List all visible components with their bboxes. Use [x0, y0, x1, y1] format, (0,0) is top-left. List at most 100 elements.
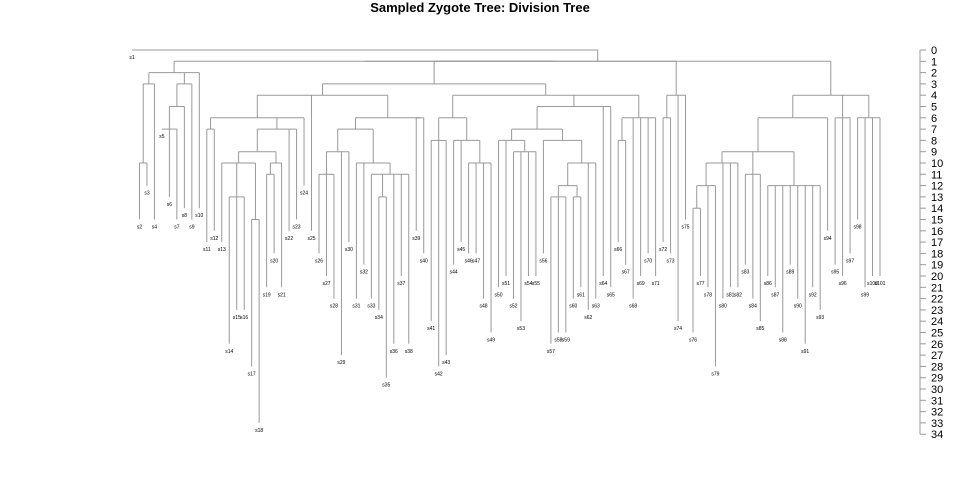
- leaf-label-s87: s87: [771, 292, 779, 298]
- axis-tick-label: 10: [931, 158, 943, 170]
- leaf-label-s16: s16: [240, 315, 248, 321]
- leaf-label-s54: s54: [524, 281, 532, 287]
- leaf-label-s22: s22: [285, 236, 293, 242]
- leaf-label-s75: s75: [681, 225, 689, 231]
- leaf-label-s96: s96: [839, 281, 847, 287]
- leaf-label-s49: s49: [487, 338, 495, 344]
- leaf-label-s74: s74: [674, 326, 682, 332]
- chart-title: Sampled Zygote Tree: Division Tree: [370, 0, 590, 15]
- leaf-label-s32: s32: [360, 270, 368, 276]
- axis-tick-label: 12: [931, 181, 943, 193]
- leaf-label-s3: s3: [144, 191, 150, 197]
- leaf-label-s79: s79: [711, 371, 719, 377]
- axis-tick-label: 33: [931, 418, 943, 430]
- axis-tick-label: 18: [931, 248, 943, 260]
- leaf-label-s10: s10: [195, 213, 203, 219]
- leaf-label-s13: s13: [218, 247, 226, 253]
- leaf-label-s66: s66: [614, 247, 622, 253]
- leaf-label-s24: s24: [300, 191, 308, 197]
- axis-tick-label: 28: [931, 361, 943, 373]
- leaf-label-s58: s58: [554, 338, 562, 344]
- leaf-label-s14: s14: [225, 349, 233, 355]
- leaf-label-s11: s11: [203, 247, 211, 253]
- leaf-label-s85: s85: [756, 326, 764, 332]
- leaf-label-s39: s39: [412, 236, 420, 242]
- leaf-label-s9: s9: [189, 225, 195, 231]
- axis-tick-label: 26: [931, 339, 943, 351]
- axis-tick-label: 21: [931, 282, 943, 294]
- leaf-label-s47: s47: [472, 258, 480, 264]
- leaf-label-s2: s2: [137, 225, 143, 231]
- leaf-label-s53: s53: [517, 326, 525, 332]
- leaf-label-s59: s59: [562, 338, 570, 344]
- leaf-label-s17: s17: [248, 371, 256, 377]
- axis-tick-label: 34: [931, 429, 943, 441]
- leaf-label-s33: s33: [367, 304, 375, 310]
- leaf-label-s57: s57: [547, 349, 555, 355]
- leaf-label-s101: s101: [875, 281, 886, 287]
- leaf-label-s90: s90: [794, 304, 802, 310]
- leaf-label-s97: s97: [846, 258, 854, 264]
- leaf-label-s38: s38: [405, 349, 413, 355]
- leaf-label-s51: s51: [502, 281, 510, 287]
- leaf-label-s5: s5: [159, 134, 165, 140]
- leaf-label-s99: s99: [861, 292, 869, 298]
- axis-tick-label: 9: [931, 147, 937, 159]
- leaf-label-s64: s64: [599, 281, 607, 287]
- leaf-label-s68: s68: [629, 304, 637, 310]
- leaf-label-s15: s15: [233, 315, 241, 321]
- leaf-label-s80: s80: [719, 304, 727, 310]
- leaf-label-s71: s71: [652, 281, 660, 287]
- axis-tick-label: 0: [931, 45, 937, 57]
- leaf-label-s7: s7: [174, 225, 180, 231]
- leaf-label-s28: s28: [330, 304, 338, 310]
- axis-tick-label: 13: [931, 192, 943, 204]
- axis-tick-label: 14: [931, 203, 943, 215]
- leaf-label-s62: s62: [584, 315, 592, 321]
- axis-tick-label: 6: [931, 113, 937, 125]
- leaf-label-s37: s37: [397, 281, 405, 287]
- leaf-label-s21: s21: [278, 292, 286, 298]
- leaf-label-s12: s12: [210, 236, 218, 242]
- leaf-label-s27: s27: [322, 281, 330, 287]
- leaf-label-s31: s31: [352, 304, 360, 310]
- axis-tick-label: 5: [931, 102, 937, 114]
- leaf-label-s77: s77: [696, 281, 704, 287]
- leaf-label-s83: s83: [741, 270, 749, 276]
- leaf-label-s69: s69: [637, 281, 645, 287]
- leaf-label-s92: s92: [809, 292, 817, 298]
- leaf-label-s6: s6: [167, 202, 173, 208]
- axis-tick-label: 16: [931, 226, 943, 238]
- leaf-label-s4: s4: [152, 225, 158, 231]
- leaf-label-s41: s41: [427, 326, 435, 332]
- axis-tick-label: 25: [931, 328, 943, 340]
- axis-tick-label: 15: [931, 215, 943, 227]
- axis-tick-label: 3: [931, 79, 937, 91]
- axis-tick-label: 29: [931, 373, 943, 385]
- leaf-label-s60: s60: [569, 304, 577, 310]
- axis-tick-label: 24: [931, 316, 943, 328]
- axis-tick-label: 23: [931, 305, 943, 317]
- leaf-label-s44: s44: [450, 270, 458, 276]
- leaf-label-s55: s55: [532, 281, 540, 287]
- leaf-label-s20: s20: [270, 258, 278, 264]
- leaf-label-s46: s46: [465, 258, 473, 264]
- leaf-label-s19: s19: [263, 292, 271, 298]
- axis-tick-label: 20: [931, 271, 943, 283]
- leaf-label-s48: s48: [480, 304, 488, 310]
- leaf-label-s43: s43: [442, 360, 450, 366]
- leaf-label-s34: s34: [375, 315, 383, 321]
- leaf-label-s72: s72: [659, 247, 667, 253]
- axis-tick-label: 32: [931, 407, 943, 419]
- axis-tick-label: 22: [931, 294, 943, 306]
- axis-tick-label: 2: [931, 68, 937, 80]
- leaf-label-s42: s42: [435, 371, 443, 377]
- leaf-label-s73: s73: [667, 258, 675, 264]
- leaf-label-s70: s70: [644, 258, 652, 264]
- leaf-label-s91: s91: [801, 349, 809, 355]
- leaf-label-s56: s56: [539, 258, 547, 264]
- leaf-label-s95: s95: [831, 270, 839, 276]
- leaf-label-s81: s81: [726, 292, 734, 298]
- axis-tick-label: 17: [931, 237, 943, 249]
